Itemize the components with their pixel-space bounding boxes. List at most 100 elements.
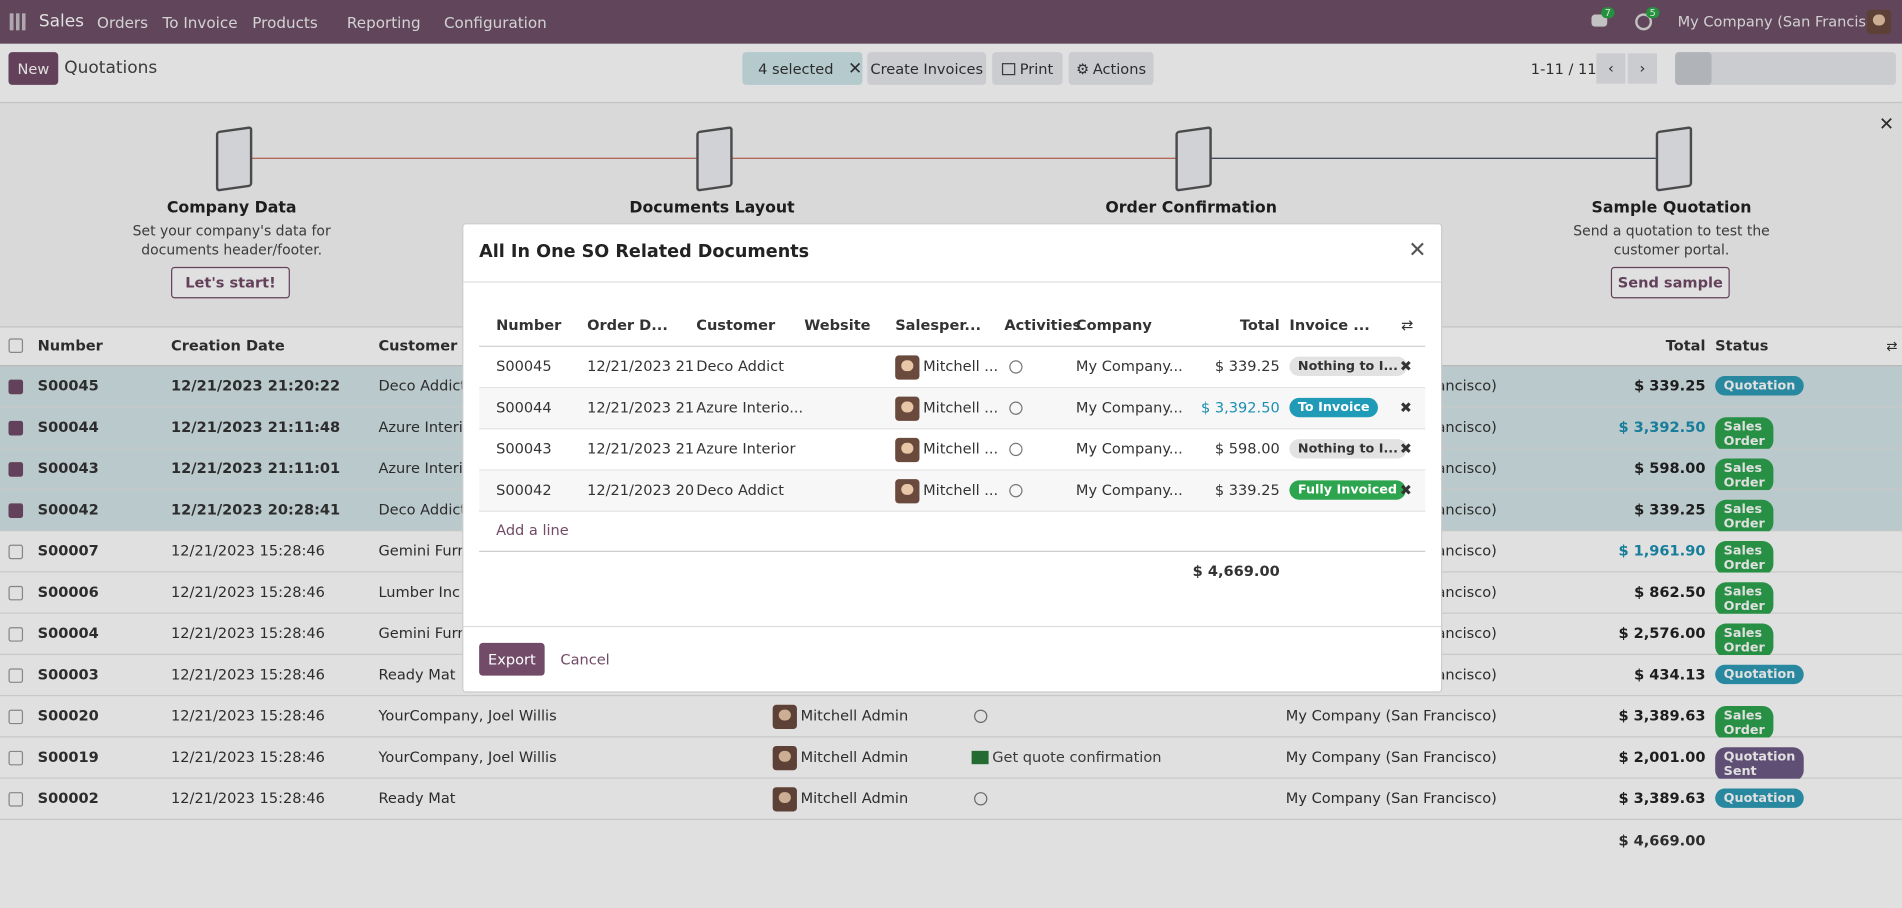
status-badge: Quotation bbox=[1715, 788, 1804, 808]
delete-row[interactable]: ✖ bbox=[1399, 399, 1413, 417]
column-header[interactable]: Customer bbox=[378, 337, 458, 355]
activities-icon[interactable] bbox=[1635, 13, 1653, 31]
breadcrumb: Quotations bbox=[64, 58, 158, 78]
row-checkbox[interactable] bbox=[8, 462, 24, 477]
row-checkbox[interactable] bbox=[8, 709, 24, 725]
row-checkbox[interactable] bbox=[8, 585, 24, 601]
list-row[interactable] bbox=[0, 778, 1902, 820]
menu-item[interactable]: Orders bbox=[97, 13, 149, 32]
column-settings[interactable]: ⇄ bbox=[1401, 316, 1414, 334]
row-checkbox[interactable] bbox=[8, 792, 24, 807]
status-badge: Sales Order bbox=[1715, 582, 1774, 617]
order-date: 12/21/2023 20:2 bbox=[587, 481, 694, 499]
total: $ 3,392.50 bbox=[1201, 399, 1280, 417]
company: My Company... bbox=[1075, 357, 1183, 375]
column-header[interactable]: Salesper... bbox=[895, 316, 982, 334]
creation-date: 12/21/2023 15:28:46 bbox=[171, 542, 325, 560]
new-button[interactable]: New bbox=[8, 52, 59, 85]
activity-clock[interactable] bbox=[1009, 442, 1023, 457]
divider bbox=[463, 625, 1442, 628]
menu-item[interactable]: Reporting bbox=[346, 13, 421, 32]
actions-button[interactable]: ⚙ Actions bbox=[1068, 52, 1154, 85]
invoice-status-badge: Nothing to I... bbox=[1289, 439, 1407, 459]
app-name[interactable]: Sales bbox=[38, 12, 85, 32]
status-badge: Sales Order bbox=[1715, 540, 1774, 575]
delete-row[interactable]: ✖ bbox=[1399, 481, 1413, 499]
pager-prev[interactable]: ‹ bbox=[1596, 53, 1626, 84]
row-checkbox[interactable] bbox=[8, 420, 24, 436]
total: $ 3,392.50 bbox=[1618, 418, 1706, 436]
column-header[interactable]: Order D... bbox=[587, 316, 668, 334]
column-header[interactable]: Activities bbox=[1004, 316, 1082, 334]
customer: Azure Interio... bbox=[696, 399, 804, 417]
column-header[interactable]: Status bbox=[1715, 337, 1769, 355]
total: $ 3,389.63 bbox=[1618, 789, 1706, 807]
menu-item[interactable]: To Invoice bbox=[162, 13, 238, 32]
column-header[interactable]: Number bbox=[496, 316, 562, 334]
company-switcher[interactable]: My Company (San Francisco) bbox=[1677, 13, 1889, 31]
order-number: S00043 bbox=[37, 459, 99, 477]
selected-count[interactable]: 4 selected ✕ bbox=[742, 52, 863, 85]
activity-clock[interactable] bbox=[1009, 401, 1023, 415]
header-checkbox[interactable] bbox=[8, 338, 24, 353]
row-checkbox[interactable] bbox=[8, 503, 24, 518]
print-button[interactable]: Print bbox=[992, 52, 1063, 85]
total: $ 598.00 bbox=[1214, 440, 1280, 458]
close-onboarding[interactable]: ✕ bbox=[1878, 112, 1895, 135]
activity-clock[interactable] bbox=[974, 792, 988, 806]
add-line[interactable]: Add a line bbox=[496, 521, 569, 539]
actions-text: Actions bbox=[1092, 60, 1147, 78]
user-avatar[interactable] bbox=[1866, 9, 1892, 34]
apps-icon[interactable] bbox=[9, 13, 27, 31]
column-header[interactable]: Invoice ... bbox=[1289, 316, 1370, 334]
menu-item[interactable]: Products bbox=[252, 13, 318, 32]
modal-close[interactable]: ✕ bbox=[1408, 237, 1427, 264]
row-checkbox[interactable] bbox=[8, 750, 24, 766]
list-row[interactable] bbox=[0, 737, 1902, 779]
column-header[interactable]: Customer bbox=[696, 316, 776, 334]
creation-date: 12/21/2023 21:11:48 bbox=[171, 418, 341, 436]
modal-row[interactable] bbox=[479, 346, 1426, 389]
order-number: S00019 bbox=[37, 748, 99, 766]
row-checkbox[interactable] bbox=[8, 544, 24, 560]
column-header[interactable]: Company bbox=[1075, 316, 1152, 334]
column-header[interactable]: Website bbox=[804, 316, 871, 334]
company: My Company... bbox=[1075, 481, 1183, 499]
unselect-icon[interactable]: ✕ bbox=[848, 58, 863, 79]
export-button[interactable]: Export bbox=[479, 642, 545, 676]
avatar bbox=[895, 437, 920, 463]
creation-date: 12/21/2023 20:28:41 bbox=[171, 500, 341, 518]
menu-item[interactable]: Configuration bbox=[443, 13, 547, 32]
modal-row[interactable] bbox=[479, 470, 1426, 512]
column-header[interactable]: Number bbox=[37, 337, 103, 355]
status-badge: Quotation bbox=[1715, 376, 1804, 396]
column-header[interactable]: Total bbox=[1665, 337, 1706, 355]
pager: 1-11 / 11 bbox=[1530, 60, 1597, 78]
row-checkbox[interactable] bbox=[8, 379, 24, 395]
total: $ 339.25 bbox=[1634, 377, 1706, 395]
modal-row[interactable] bbox=[479, 388, 1426, 430]
column-header[interactable]: Creation Date bbox=[171, 337, 285, 355]
step-button[interactable]: Send sample bbox=[1610, 266, 1730, 299]
cancel-button[interactable]: Cancel bbox=[560, 651, 610, 669]
create-invoices-button[interactable]: Create Invoices bbox=[867, 52, 987, 85]
list-row[interactable] bbox=[0, 696, 1902, 738]
divider bbox=[479, 345, 1426, 347]
step-button[interactable]: Let's start! bbox=[171, 266, 290, 299]
row-checkbox[interactable] bbox=[8, 668, 24, 683]
activity-clock[interactable] bbox=[1009, 360, 1023, 374]
column-settings[interactable]: ⇄ bbox=[1886, 338, 1898, 355]
activity-clock[interactable] bbox=[974, 709, 988, 723]
navbar bbox=[0, 0, 1902, 44]
row-checkbox[interactable] bbox=[8, 627, 24, 642]
list-view-button[interactable] bbox=[1675, 52, 1712, 85]
delete-row[interactable]: ✖ bbox=[1399, 440, 1413, 458]
customer: Deco Addict bbox=[378, 500, 467, 518]
pager-next[interactable]: › bbox=[1627, 53, 1657, 84]
delete-row[interactable]: ✖ bbox=[1399, 357, 1413, 375]
activity-clock[interactable] bbox=[1009, 483, 1023, 498]
column-header[interactable]: Total bbox=[1239, 316, 1280, 334]
customer: Deco Addict bbox=[696, 357, 784, 375]
modal-row[interactable] bbox=[479, 429, 1426, 471]
